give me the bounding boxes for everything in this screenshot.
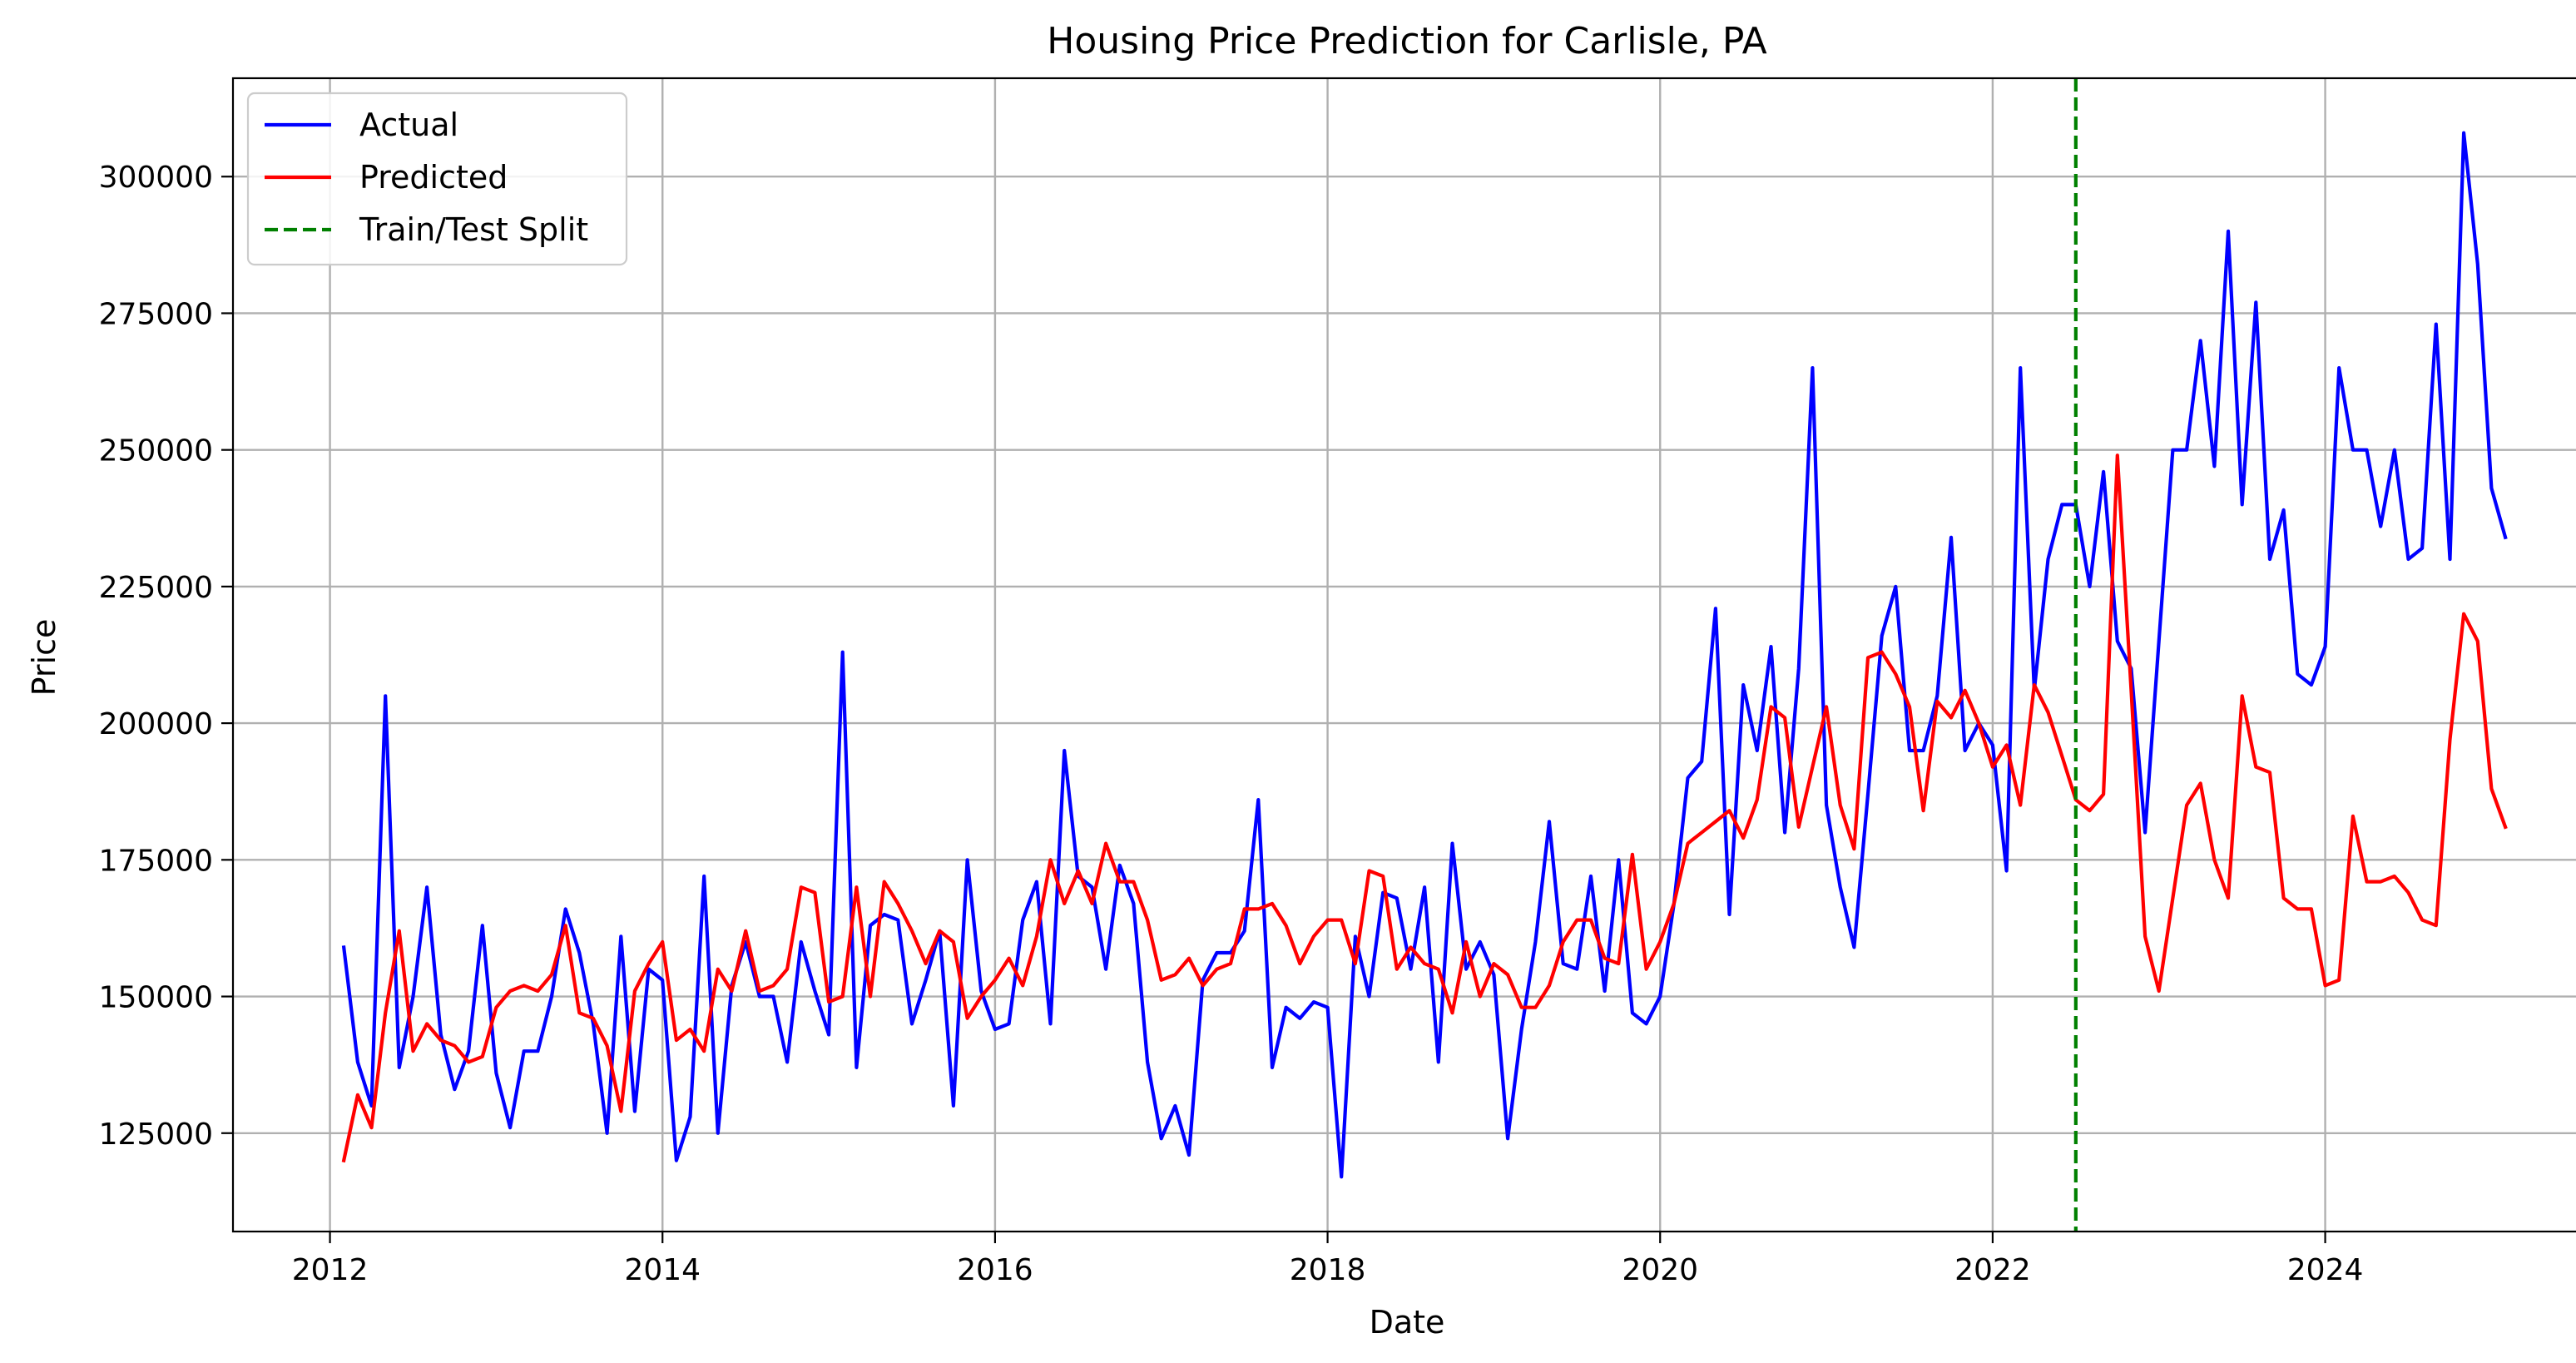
- x-tick-label: 2020: [1622, 1253, 1698, 1287]
- y-tick-label: 250000: [99, 434, 213, 468]
- y-tick-label: 200000: [99, 707, 213, 741]
- axis-ticks: 2012 2014 2016 2018 2020 2022 2024 125000 150000…: [99, 161, 2364, 1287]
- legend: Actual Predicted Train/Test Split: [246, 92, 628, 266]
- y-tick-label: 300000: [99, 161, 213, 195]
- series-line-actual: [341, 131, 2508, 1179]
- y-axis-label: Price: [26, 619, 62, 696]
- legend-box: [246, 92, 628, 266]
- y-tick-label: 150000: [99, 981, 213, 1015]
- series-line-predicted: [341, 454, 2508, 1163]
- y-tick-label: 275000: [99, 297, 213, 331]
- x-tick-label: 2018: [1290, 1253, 1366, 1287]
- legend-label: Actual: [359, 107, 458, 143]
- x-axis-label: Date: [1370, 1304, 1445, 1341]
- plot-area-frame: [231, 77, 2576, 1233]
- legend-label: Predicted: [359, 159, 508, 196]
- y-tick-label: 175000: [99, 844, 213, 878]
- chart-title: Housing Price Prediction for Carlisle, P…: [1047, 20, 1766, 62]
- x-tick-label: 2012: [292, 1253, 369, 1287]
- y-tick-label: 125000: [99, 1118, 213, 1152]
- y-tick-label: 225000: [99, 571, 213, 605]
- x-tick-label: 2024: [2287, 1253, 2364, 1287]
- legend-label: Train/Test Split: [359, 211, 588, 248]
- series-layer: [341, 78, 2508, 1232]
- x-tick-label: 2014: [624, 1253, 701, 1287]
- x-tick-label: 2016: [957, 1253, 1033, 1287]
- x-tick-label: 2022: [1954, 1253, 2031, 1287]
